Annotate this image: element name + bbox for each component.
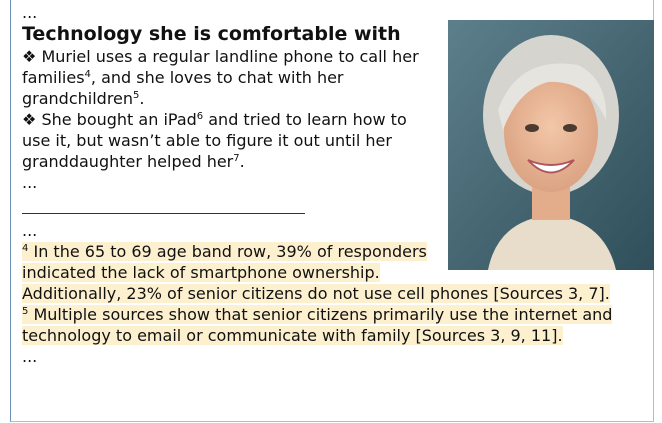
text: . [240,152,245,171]
bullet-marker: ❖ [22,110,36,129]
content: ... Technology she is comfortable with ❖… [22,2,654,367]
footnote-number: 4 [22,243,28,254]
ellipsis: ... [22,346,654,367]
footnote-number: 5 [22,306,28,317]
footnote-highlight: 5 Multiple sources show that senior citi… [22,305,612,345]
footnote: 5 Multiple sources show that senior citi… [22,304,654,346]
portrait-photo [448,20,654,270]
footnote-text: Multiple sources show that senior citize… [22,305,612,345]
footnote-rule [22,213,305,214]
text: . [139,89,144,108]
bullet-marker: ❖ [22,47,36,66]
text: She bought an iPad [41,110,196,129]
page: ... Technology she is comfortable with ❖… [0,0,662,423]
